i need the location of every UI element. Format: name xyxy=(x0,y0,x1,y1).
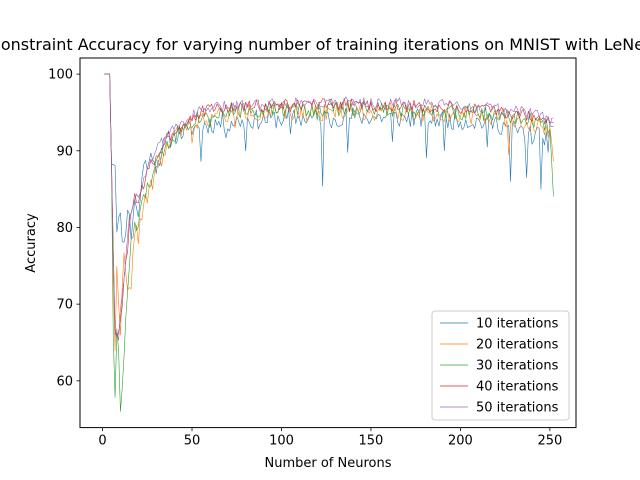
y-axis-label: Accuracy xyxy=(24,213,39,273)
legend-label: 10 iterations xyxy=(476,317,559,332)
x-axis-label: Number of Neurons xyxy=(264,456,391,471)
y-tick-label: 60 xyxy=(56,374,73,389)
x-tick-label: 150 xyxy=(359,434,384,449)
plot-area xyxy=(104,73,554,412)
y-tick-label: 90 xyxy=(56,144,73,159)
legend: 10 iterations 20 iterations 30 iterations 4… xyxy=(431,310,570,421)
x-tick-label: 50 xyxy=(184,434,201,449)
series-line-1 xyxy=(104,73,554,243)
legend-label: 40 iterations xyxy=(476,380,559,395)
x-tick-label: 0 xyxy=(98,434,106,449)
series-line-3 xyxy=(104,73,554,412)
series-line-5 xyxy=(104,73,554,341)
legend-label: 50 iterations xyxy=(476,401,559,416)
x-tick-label: 200 xyxy=(448,434,473,449)
y-tick-label: 80 xyxy=(56,221,73,236)
axis-ticks: 0 50 100 150 200 250 60 70 80 90 100 xyxy=(48,68,562,449)
y-tick-label: 70 xyxy=(56,298,73,313)
x-tick-label: 250 xyxy=(537,434,562,449)
chart-title: Constraint Accuracy for varying number o… xyxy=(0,35,640,54)
legend-box xyxy=(431,310,570,421)
y-tick-label: 100 xyxy=(48,68,73,83)
x-tick-label: 100 xyxy=(269,434,294,449)
legend-label: 30 iterations xyxy=(476,359,559,374)
legend-label: 20 iterations xyxy=(476,338,559,353)
plot-frame xyxy=(79,57,577,429)
